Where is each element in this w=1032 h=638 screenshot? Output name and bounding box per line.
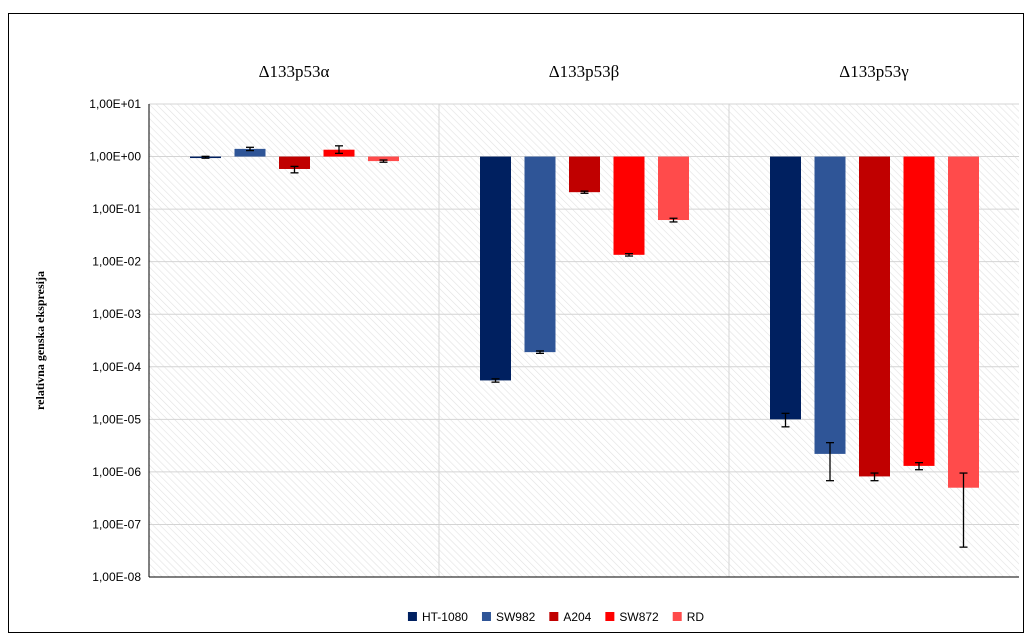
error-bar xyxy=(669,217,678,223)
legend-swatch xyxy=(672,612,682,621)
y-tick-label: 1,00E-04 xyxy=(92,360,141,374)
y-axis-label: relativna genska ekspresija xyxy=(33,271,47,410)
error-bar xyxy=(201,155,210,159)
legend-label: A204 xyxy=(563,610,591,624)
y-tick-label: 1,00E-06 xyxy=(92,465,141,479)
bar xyxy=(814,156,846,454)
legend-swatch xyxy=(407,612,417,621)
legend-item: SW872 xyxy=(605,610,659,624)
y-tick-label: 1,00E-01 xyxy=(92,202,141,216)
bar xyxy=(613,156,645,255)
y-tick-label: 1,00E+00 xyxy=(89,150,141,164)
bar xyxy=(859,156,890,477)
chart-frame: 1,00E+01 1,00E+00 1,00E-01 1,00E-02 1,00E-03… xyxy=(8,13,1024,633)
y-tick-label: 1,00E-02 xyxy=(92,255,141,269)
bar xyxy=(234,148,266,157)
legend-item: SW982 xyxy=(481,610,536,624)
bar xyxy=(658,156,689,221)
legend-item: A204 xyxy=(549,610,592,624)
error-bar xyxy=(959,472,968,548)
bar xyxy=(770,156,801,420)
bar-chart: 1,00E+01 1,00E+00 1,00E-01 1,00E-02 1,00E-03… xyxy=(33,62,1019,624)
bar xyxy=(480,156,511,381)
legend-item: HT-1080 xyxy=(407,610,468,624)
legend-label: SW982 xyxy=(496,610,536,624)
error-bar xyxy=(781,412,790,428)
group-label: Δ133p53γ xyxy=(839,62,909,81)
y-tick-label: 1,00E+01 xyxy=(89,97,141,111)
error-bars xyxy=(201,145,968,548)
group-label: Δ133p53β xyxy=(549,62,620,81)
legend-label: SW872 xyxy=(619,610,659,624)
error-bar xyxy=(335,145,343,155)
legend-item: RD xyxy=(672,610,705,624)
error-bar xyxy=(536,350,544,355)
error-bar xyxy=(580,190,589,194)
y-tick-label: 1,00E-03 xyxy=(92,307,141,321)
legend-swatch xyxy=(605,612,615,621)
group-dividers xyxy=(438,104,730,577)
legend-swatch xyxy=(549,612,559,621)
group-label: Δ133p53α xyxy=(259,62,330,81)
group-labels: Δ133p53α Δ133p53β Δ133p53γ xyxy=(259,62,910,81)
error-bar xyxy=(491,378,500,383)
bar xyxy=(903,156,935,466)
bar xyxy=(524,156,556,353)
legend-label: HT-1080 xyxy=(422,610,468,624)
axes xyxy=(148,104,1019,578)
bar xyxy=(279,156,310,169)
bar xyxy=(368,156,399,162)
legend-label: RD xyxy=(687,610,705,624)
error-bar xyxy=(915,461,923,471)
error-bar xyxy=(826,442,834,482)
y-tick-label: 1,00E-07 xyxy=(92,517,141,531)
y-tick-label: 1,00E-08 xyxy=(92,570,141,584)
error-bar xyxy=(290,165,299,174)
bar xyxy=(569,156,600,193)
y-tick-label: 1,00E-05 xyxy=(92,412,141,426)
bar xyxy=(948,156,979,488)
bars xyxy=(190,148,979,488)
legend: HT-1080 SW982 A204 SW872 RD xyxy=(407,610,705,624)
y-tick-labels: 1,00E+01 1,00E+00 1,00E-01 1,00E-02 1,00E-03… xyxy=(89,97,141,584)
legend-swatch xyxy=(481,612,491,621)
error-bar xyxy=(870,472,879,482)
error-bar xyxy=(246,146,254,152)
error-bar xyxy=(379,159,388,163)
error-bar xyxy=(625,253,633,257)
